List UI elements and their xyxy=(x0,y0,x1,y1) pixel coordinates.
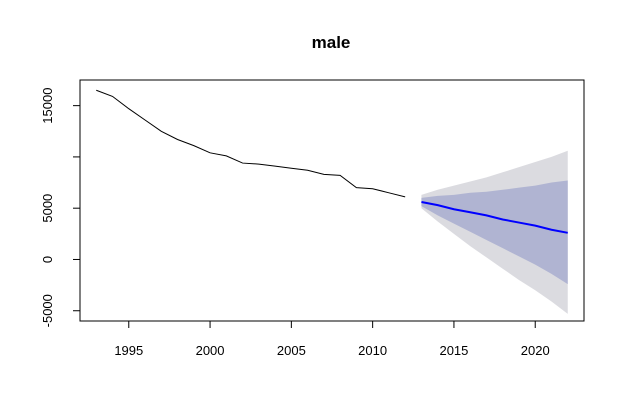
series-lines xyxy=(96,89,568,234)
x-tick-label: 1995 xyxy=(114,343,143,358)
x-axis: 1995 2000 2005 2010 2015 2020 xyxy=(114,320,550,358)
y-axis: -5000 0 5000 15000 xyxy=(40,88,81,327)
x-tick-label: 2005 xyxy=(277,343,306,358)
band-inner xyxy=(421,180,568,285)
y-tick-label: -5000 xyxy=(40,294,55,327)
y-tick-label: 0 xyxy=(40,256,55,263)
forecast-line xyxy=(421,201,568,234)
prediction-bands xyxy=(421,150,568,314)
x-tick-label: 2020 xyxy=(521,343,550,358)
chart-title: male xyxy=(312,33,351,52)
x-tick-label: 2000 xyxy=(196,343,225,358)
x-tick-label: 2015 xyxy=(439,343,468,358)
history-line xyxy=(96,89,406,198)
x-tick-label: 2010 xyxy=(358,343,387,358)
y-tick-label: 15000 xyxy=(40,88,55,124)
y-tick-label: 5000 xyxy=(40,194,55,223)
